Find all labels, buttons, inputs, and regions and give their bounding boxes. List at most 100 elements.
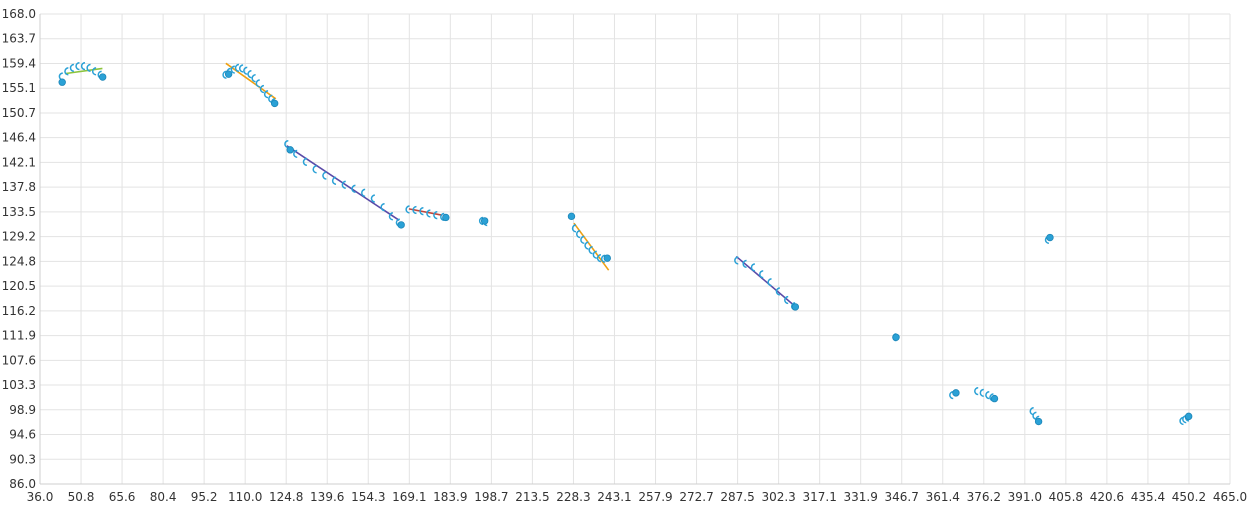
trail-point (341, 180, 346, 189)
trail-point (588, 245, 593, 255)
x-tick-label: 346.7 (885, 490, 919, 504)
trail-point (247, 70, 252, 79)
trail-point (584, 241, 589, 250)
trail-point (759, 270, 764, 279)
x-tick-label: 405.8 (1049, 490, 1083, 504)
trail-point (742, 259, 747, 269)
trail-point (69, 63, 75, 73)
trail-point (75, 62, 80, 71)
trail-point (734, 256, 739, 265)
trail-point (478, 216, 484, 226)
trail-point (767, 278, 772, 287)
x-tick-label: 198.7 (474, 490, 508, 504)
trail-point (596, 254, 602, 263)
y-tick-label: 168.0 (2, 7, 36, 21)
y-tick-label: 103.3 (2, 378, 36, 392)
trail-point (222, 70, 227, 79)
data-point (567, 212, 576, 221)
y-tick-label: 98.9 (9, 403, 36, 417)
x-tick-label: 50.8 (68, 490, 95, 504)
x-tick-label: 80.4 (150, 490, 177, 504)
trail-point (312, 165, 317, 174)
trail-point (426, 209, 431, 218)
x-tick-label: 420.6 (1090, 490, 1124, 504)
x-tick-label: 287.5 (720, 490, 754, 504)
trail-point (412, 205, 417, 215)
trail-point (750, 263, 756, 272)
trail-point (259, 84, 265, 94)
x-tick-label: 272.7 (679, 490, 713, 504)
data-point (270, 99, 279, 108)
trail-point (234, 63, 240, 73)
y-tick-label: 86.0 (9, 477, 36, 491)
x-tick-label: 302.3 (761, 490, 795, 504)
y-tick-label: 107.6 (2, 353, 36, 367)
y-tick-label: 124.8 (2, 254, 36, 268)
data-point (98, 73, 107, 81)
trail-point (405, 205, 410, 214)
trail-point (419, 207, 424, 216)
x-tick-label: 450.2 (1172, 490, 1206, 504)
y-tick-label: 116.2 (2, 304, 36, 318)
trail-point (251, 74, 256, 83)
x-tick-label: 228.3 (556, 490, 590, 504)
trail-point (571, 224, 577, 233)
trail-point (322, 171, 327, 180)
y-tick-label: 90.3 (9, 452, 36, 466)
trail-point (388, 212, 394, 221)
data-point (1184, 412, 1193, 421)
trend-line (64, 67, 103, 75)
trail-point (361, 188, 366, 197)
data-point (224, 70, 233, 78)
data-point (480, 217, 489, 225)
trail-point (255, 79, 260, 88)
trail-point (370, 194, 376, 203)
trail-point (239, 64, 244, 73)
trail-point (92, 67, 97, 76)
x-tick-label: 65.6 (109, 490, 136, 504)
trail-point (576, 229, 581, 239)
data-point (990, 394, 999, 403)
data-markers (58, 70, 1193, 426)
trail-point (433, 211, 438, 220)
point-trails (58, 62, 1190, 426)
y-tick-label: 142.1 (2, 155, 36, 169)
trail-point (974, 386, 979, 396)
trail-point (243, 66, 248, 75)
trail-point (80, 62, 86, 71)
trend-lines (64, 62, 898, 340)
y-tick-label: 159.4 (2, 56, 36, 70)
trail-point (331, 176, 337, 185)
y-tick-label: 155.1 (2, 81, 36, 95)
y-tick-label: 137.8 (2, 180, 36, 194)
trail-point (302, 157, 308, 167)
x-tick-label: 361.4 (926, 490, 960, 504)
x-tick-label: 36.0 (27, 490, 54, 504)
x-tick-label: 183.9 (433, 490, 467, 504)
x-tick-label: 376.2 (967, 490, 1001, 504)
trail-point (64, 67, 69, 76)
x-tick-label: 243.1 (597, 490, 631, 504)
trail-point (979, 388, 984, 398)
data-point (603, 254, 611, 262)
x-tick-label: 139.6 (310, 490, 344, 504)
y-tick-label: 129.2 (2, 230, 36, 244)
x-tick-label: 124.8 (269, 490, 303, 504)
axes: 36.0 50.8 65.6 80.4 95.2 110.0 124.8 139.6 154.3… (2, 7, 1248, 504)
data-point (1034, 417, 1043, 426)
x-tick-label: 435.4 (1131, 490, 1165, 504)
x-tick-label: 391.0 (1008, 490, 1042, 504)
grid (39, 13, 1231, 485)
x-tick-label: 169.1 (392, 490, 426, 504)
trend-line (408, 208, 443, 216)
trail-point (580, 235, 585, 244)
x-tick-label: 257.9 (638, 490, 672, 504)
trail-point (230, 65, 235, 74)
trail-point (601, 254, 606, 263)
y-tick-label: 150.7 (2, 106, 36, 120)
x-tick-label: 110.0 (228, 490, 262, 504)
trend-line (225, 62, 277, 100)
data-point (286, 146, 294, 154)
